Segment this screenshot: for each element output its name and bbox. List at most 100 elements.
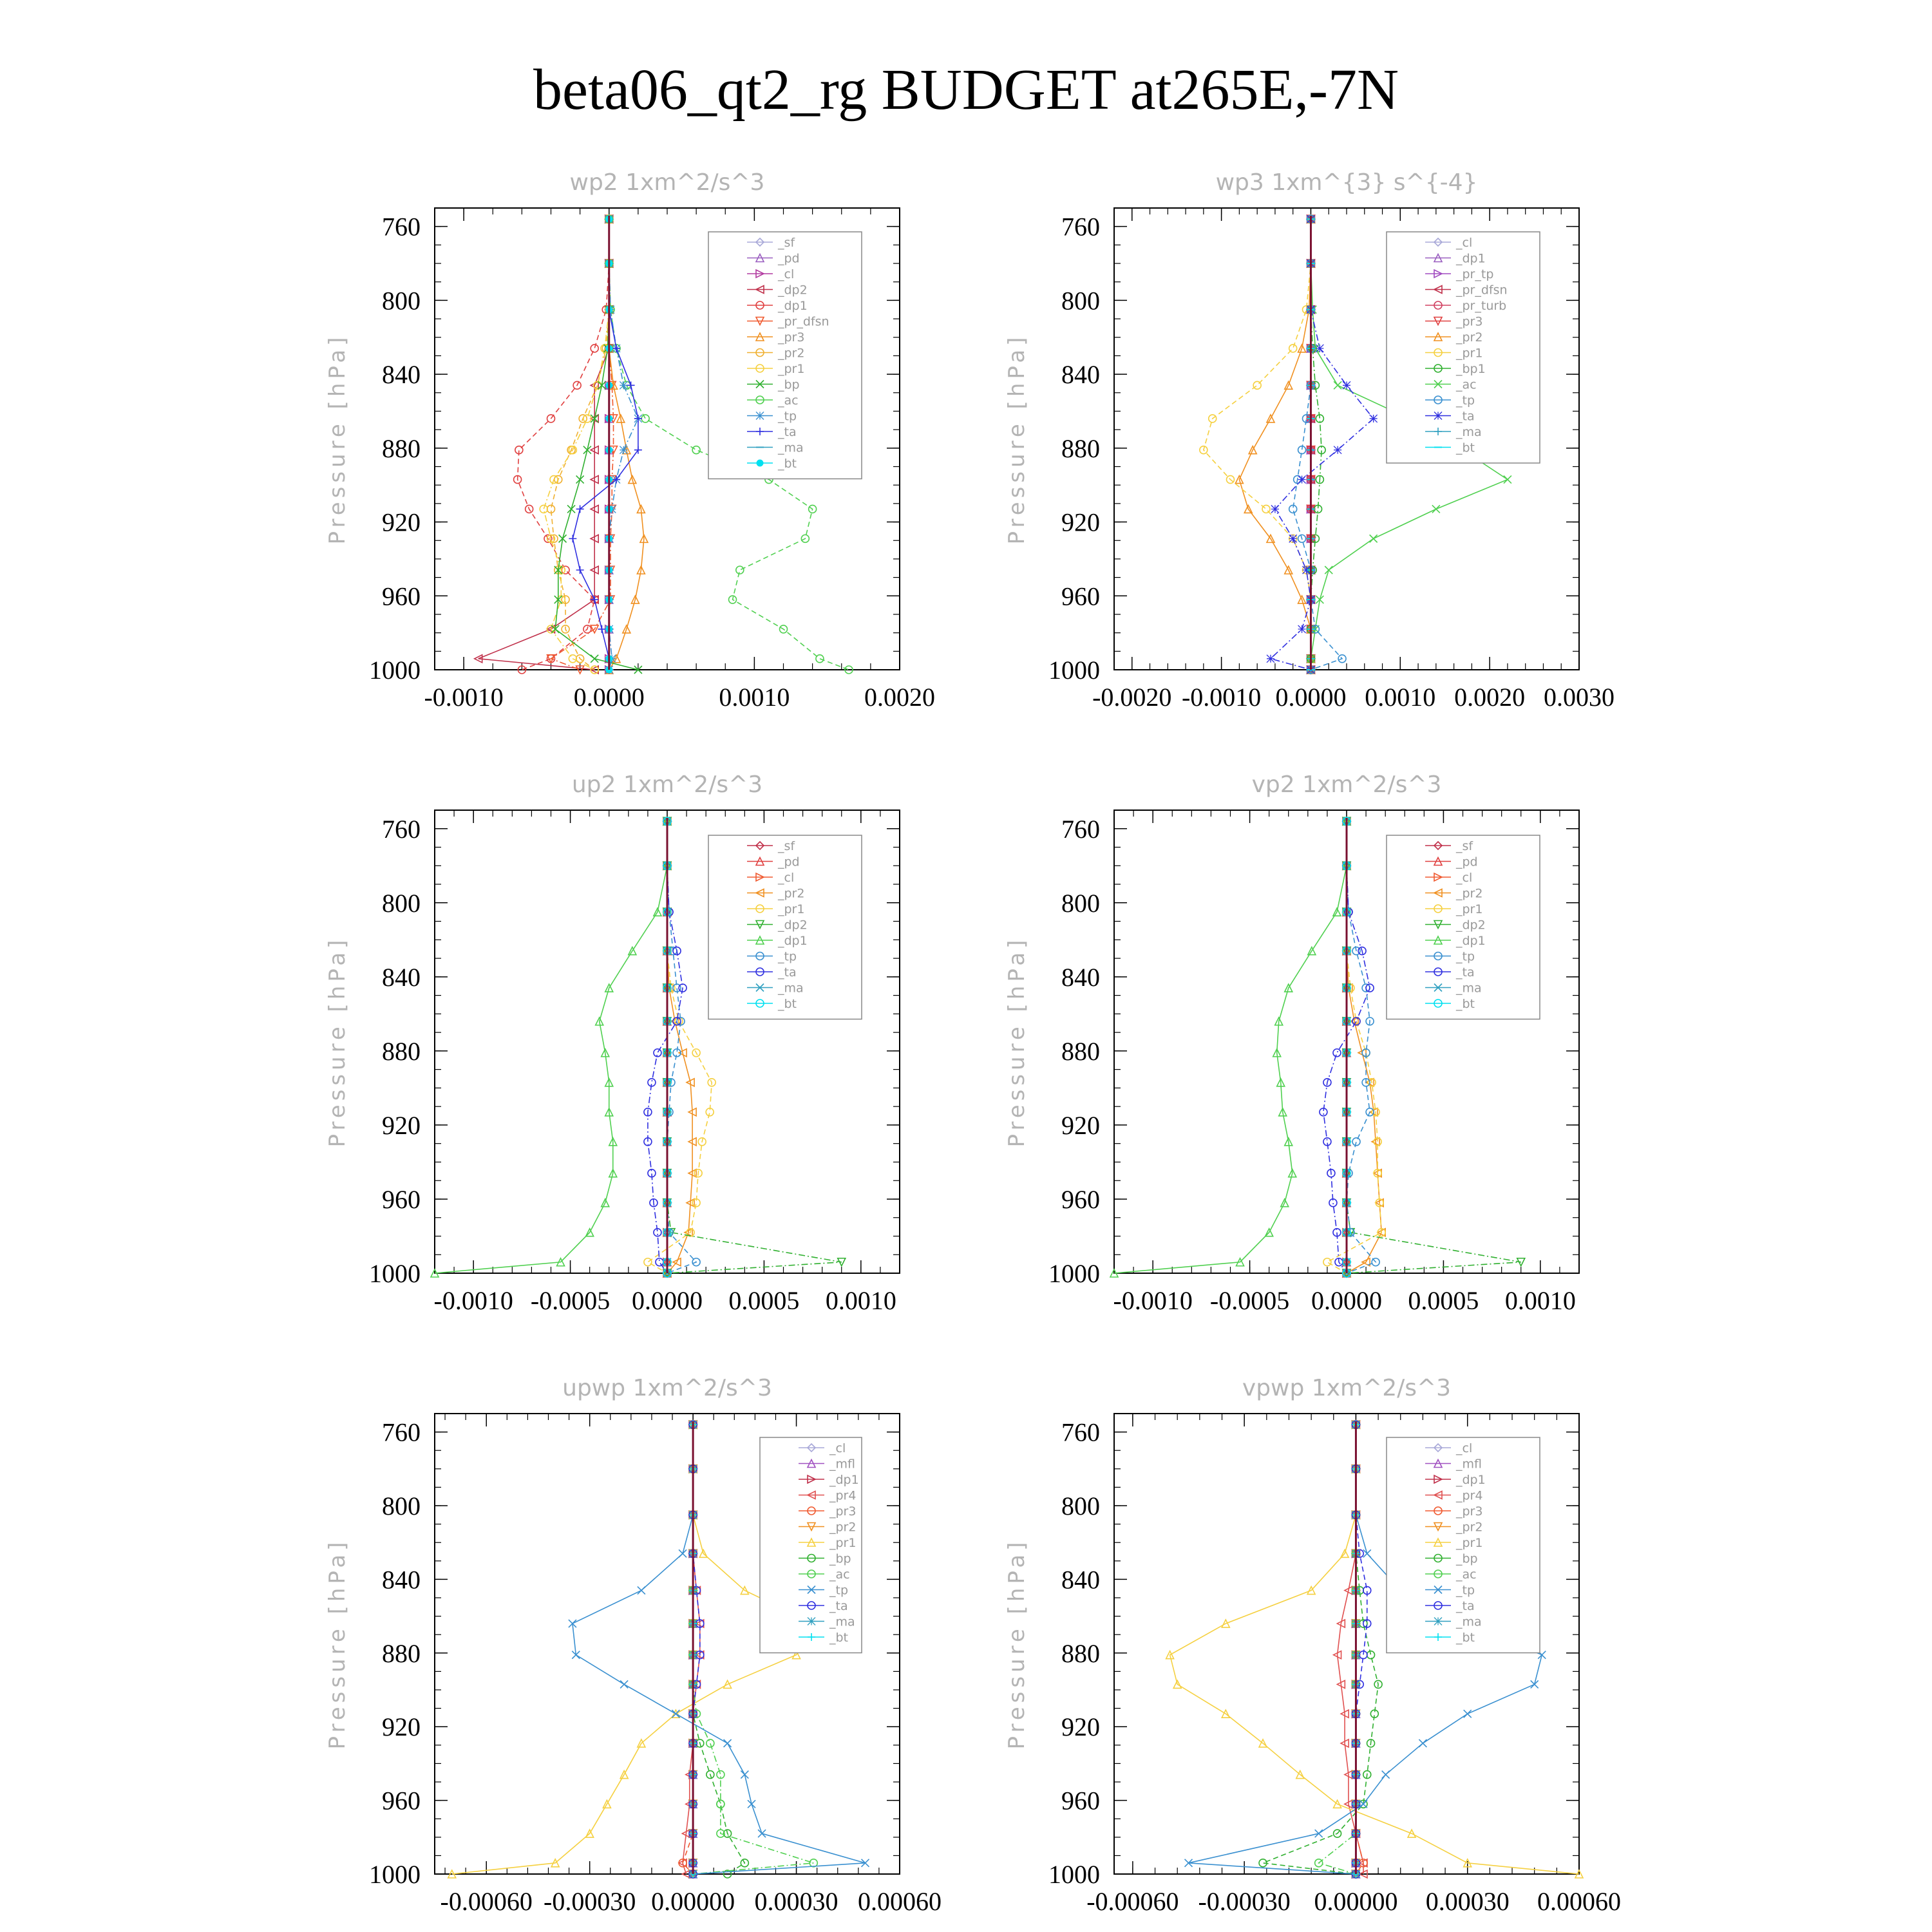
data-point — [1366, 1650, 1376, 1660]
series-bp — [688, 1420, 750, 1879]
legend-item: _pr1 — [747, 362, 804, 376]
legend-swatch-marker — [755, 999, 764, 1008]
data-point — [678, 1549, 687, 1558]
data-point — [1332, 1829, 1342, 1838]
data-point — [641, 414, 650, 423]
legend-item: _pr1 — [1425, 346, 1482, 361]
legend-label: _dp2 — [777, 918, 808, 933]
data-point — [1340, 1738, 1349, 1748]
data-point — [1373, 1137, 1382, 1146]
legend-swatch-marker — [1433, 316, 1443, 327]
legend-label: _ta — [777, 425, 797, 439]
data-point — [1361, 1048, 1370, 1057]
legend-item: _ma — [799, 1615, 855, 1629]
data-point — [1315, 475, 1325, 484]
y-tick-label: 840 — [382, 360, 421, 389]
legend-label: _cl — [1455, 1441, 1472, 1455]
legend-item: _pr2 — [747, 346, 804, 361]
series-tp — [605, 214, 643, 674]
data-point — [608, 1137, 618, 1146]
legend-label: _tp — [777, 410, 797, 424]
legend-label: _cl — [1455, 871, 1472, 885]
legend-swatch-marker — [806, 1490, 816, 1500]
data-point — [1349, 1016, 1359, 1027]
chart-panel-3: up2 1xm^2/s^3 760 800 840 880 920 960 1000 -0.00… — [325, 772, 900, 1315]
data-point — [598, 625, 606, 633]
series-pr1 — [539, 214, 614, 674]
legend-label: _pr3 — [1455, 1504, 1482, 1519]
data-point — [692, 1257, 701, 1267]
data-point — [685, 1077, 695, 1088]
y-tick-label: 840 — [1061, 1565, 1100, 1594]
x-tick-label: 0.00060 — [858, 1887, 942, 1916]
y-tick-label: 800 — [382, 889, 421, 918]
data-point — [672, 1048, 681, 1057]
x-tick-label: -0.0010 — [434, 1286, 513, 1315]
chart-panel-2: wp3 1xm^{3} s^{-4} 760 800 840 880 920 960 1000… — [1004, 169, 1615, 712]
chart-panel-5: upwp 1xm^2/s^3 760 800 840 880 920 960 1000 -0.0… — [325, 1375, 942, 1916]
legend-item: _ma — [1425, 425, 1482, 439]
legend-swatch-marker — [755, 856, 765, 866]
y-tick-label: 960 — [1061, 582, 1100, 611]
data-point — [1199, 445, 1208, 455]
data-point — [1253, 381, 1262, 390]
x-tick-label: 0.00000 — [1314, 1887, 1397, 1916]
data-point — [1374, 1680, 1383, 1689]
data-point — [723, 1739, 732, 1748]
legend-swatch-marker — [1434, 412, 1443, 420]
data-point — [556, 565, 566, 574]
legend-item: _pr1 — [1425, 902, 1482, 916]
y-tick-label: 760 — [1061, 1418, 1100, 1447]
legend-label: _ma — [1455, 425, 1482, 439]
data-point — [590, 665, 599, 674]
data-point — [634, 446, 642, 454]
legend-swatch-marker — [1433, 1490, 1443, 1500]
legend-swatch-marker — [755, 316, 765, 327]
series-pr1 — [643, 817, 716, 1278]
legend-item: _bp — [1425, 1552, 1478, 1566]
data-point — [706, 1739, 715, 1748]
legend-label: _dp1 — [1455, 252, 1486, 266]
data-point — [1352, 1137, 1361, 1146]
data-point — [1365, 983, 1374, 992]
legend-label: _cl — [777, 871, 794, 885]
legend-label: _pr1 — [1455, 902, 1482, 916]
data-point — [590, 654, 599, 663]
legend-swatch-marker — [755, 888, 764, 898]
series-line — [543, 219, 610, 670]
legend-swatch-marker — [1434, 364, 1443, 373]
data-point — [698, 1548, 708, 1558]
legend-swatch-marker — [755, 983, 764, 992]
legend-label: _bt — [777, 457, 797, 471]
chart-panel-4: vp2 1xm^2/s^3 760 800 840 880 920 960 1000 -0.00… — [1004, 772, 1580, 1315]
data-point — [723, 1679, 732, 1689]
legend-label: _bp1 — [1455, 362, 1486, 376]
series-bp — [1258, 1420, 1383, 1879]
x-tick-label: -0.00030 — [1198, 1887, 1290, 1916]
data-point — [1266, 654, 1275, 663]
legend-item: _bt — [1425, 997, 1475, 1011]
legend-item: _pr1 — [747, 902, 804, 916]
data-point — [1369, 414, 1378, 423]
chart-panel-6: vpwp 1xm^2/s^37608008408809209601000-0.0… — [1004, 1375, 1621, 1916]
legend-swatch-marker — [1434, 428, 1442, 435]
data-point — [1574, 1869, 1584, 1879]
data-point — [643, 1107, 652, 1117]
legend-item: _cl — [1425, 1441, 1472, 1455]
data-point — [735, 565, 744, 574]
legend-item: _cl — [1425, 871, 1472, 885]
legend-label: _bt — [1455, 1631, 1475, 1645]
data-point — [600, 1197, 611, 1208]
legend-label: _pr1 — [1455, 1536, 1482, 1550]
legend-item: _tp — [747, 410, 797, 424]
legend-swatch-marker — [806, 1443, 817, 1453]
data-point — [643, 1137, 652, 1146]
legend-label: _bp — [777, 378, 800, 392]
data-point — [1370, 1137, 1380, 1147]
y-tick-label: 960 — [382, 1786, 421, 1815]
data-point — [1297, 343, 1307, 353]
legend-item: _bp — [747, 378, 800, 392]
data-point — [556, 595, 566, 604]
legend-item: _bp1 — [1425, 362, 1486, 376]
data-point — [597, 381, 607, 390]
